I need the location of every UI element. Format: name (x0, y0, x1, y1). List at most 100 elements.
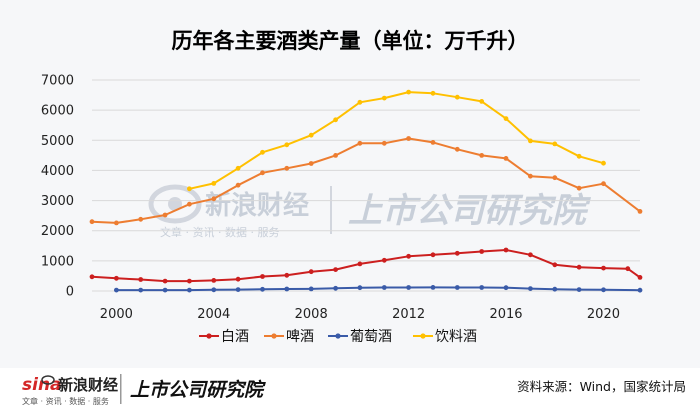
data-point (162, 212, 168, 218)
data-point (162, 278, 168, 284)
series-3 (187, 89, 606, 192)
data-point (454, 94, 460, 100)
data-point (284, 286, 290, 292)
data-point (381, 285, 387, 290)
data-point (528, 286, 533, 291)
x-tick-label: 2000 (100, 307, 133, 322)
data-point (406, 285, 411, 290)
data-point (333, 267, 338, 272)
data-point (114, 275, 119, 281)
data-point (211, 196, 217, 202)
data-point (235, 182, 241, 188)
data-point (576, 153, 582, 159)
data-point (284, 272, 290, 278)
data-point (211, 278, 217, 283)
data-point (138, 277, 144, 282)
data-point (138, 216, 144, 222)
data-point (430, 140, 436, 145)
y-tick-label: 7000 (41, 74, 74, 89)
data-point (187, 287, 192, 293)
sina-logo-text: sina (22, 375, 62, 395)
data-point (601, 265, 606, 271)
watermark-institute: 上市公司研究院 (348, 191, 592, 231)
data-point (260, 170, 265, 176)
watermark-sina-sub: 文章 · 资讯 · 数据 · 服务 (160, 225, 279, 239)
data-point (528, 252, 533, 258)
data-point (454, 146, 460, 152)
data-point (114, 287, 119, 293)
series-line (116, 286, 641, 292)
data-point (479, 285, 485, 290)
y-tick-label: 1000 (41, 254, 74, 269)
sina-logo: sina 新浪财经 文章 · 资讯 · 数据 · 服务 (22, 375, 118, 406)
legend-label: 白酒 (221, 329, 249, 345)
data-point (576, 185, 582, 191)
y-tick-label: 2000 (41, 224, 74, 239)
data-point (381, 140, 387, 146)
y-tick-label: 3000 (41, 194, 74, 209)
data-point (211, 287, 217, 293)
data-point (430, 252, 436, 258)
data-point (406, 89, 411, 95)
data-point (138, 287, 144, 293)
data-point (211, 181, 217, 186)
data-point (528, 138, 533, 144)
data-point (479, 153, 485, 158)
data-point (552, 262, 558, 268)
data-point (406, 136, 411, 141)
data-point (235, 276, 241, 282)
data-point (503, 116, 509, 121)
watermark-divider (330, 186, 332, 234)
footer-institute: 上市公司研究院 (130, 379, 266, 401)
data-point (187, 201, 192, 207)
series-1 (89, 136, 643, 226)
data-point (187, 278, 192, 284)
data-point (503, 156, 509, 161)
data-point (357, 99, 363, 105)
y-tick-label: 5000 (41, 134, 74, 149)
sina-eye-icon (41, 375, 55, 385)
legend-item-3: 饮料酒 (413, 329, 477, 345)
x-tick-label: 2020 (587, 307, 620, 322)
data-point (333, 285, 338, 291)
data-point (284, 165, 290, 171)
series-line (91, 249, 641, 283)
data-point (601, 287, 606, 293)
data-point (284, 142, 290, 148)
data-point (308, 286, 314, 292)
data-point (430, 285, 436, 290)
data-point (162, 287, 168, 293)
data-point (625, 266, 631, 272)
data-point (333, 153, 338, 158)
data-point (260, 274, 265, 279)
data-point (479, 249, 485, 254)
data-point (308, 132, 314, 138)
y-gridlines (92, 79, 640, 292)
legend-label: 饮料酒 (435, 329, 477, 345)
data-point (235, 165, 241, 171)
legend-swatch-marker (335, 333, 341, 339)
x-tick-label: 2012 (392, 307, 425, 322)
source-note: 资料来源：Wind，国家统计局 (517, 379, 686, 394)
data-point (601, 181, 606, 187)
data-point (235, 287, 241, 292)
legend-item-1: 啤酒 (264, 329, 314, 345)
legend: 白酒 啤酒 葡萄酒 饮料酒 (199, 329, 477, 345)
legend-item-2: 葡萄酒 (328, 329, 392, 345)
data-point (637, 275, 643, 280)
data-point (576, 287, 582, 292)
data-point (308, 161, 314, 166)
y-tick-label: 6000 (41, 104, 74, 119)
data-point (260, 149, 265, 155)
data-point (528, 173, 533, 179)
data-point (637, 287, 643, 293)
footer-sina-name: 新浪财经 (58, 376, 118, 394)
data-point (601, 160, 606, 166)
legend-swatch-marker (206, 333, 212, 339)
data-point (454, 285, 460, 290)
data-point (552, 175, 558, 181)
x-axis: 2000 2004 2008 2012 2016 2020 (100, 307, 620, 322)
data-point (114, 220, 119, 226)
